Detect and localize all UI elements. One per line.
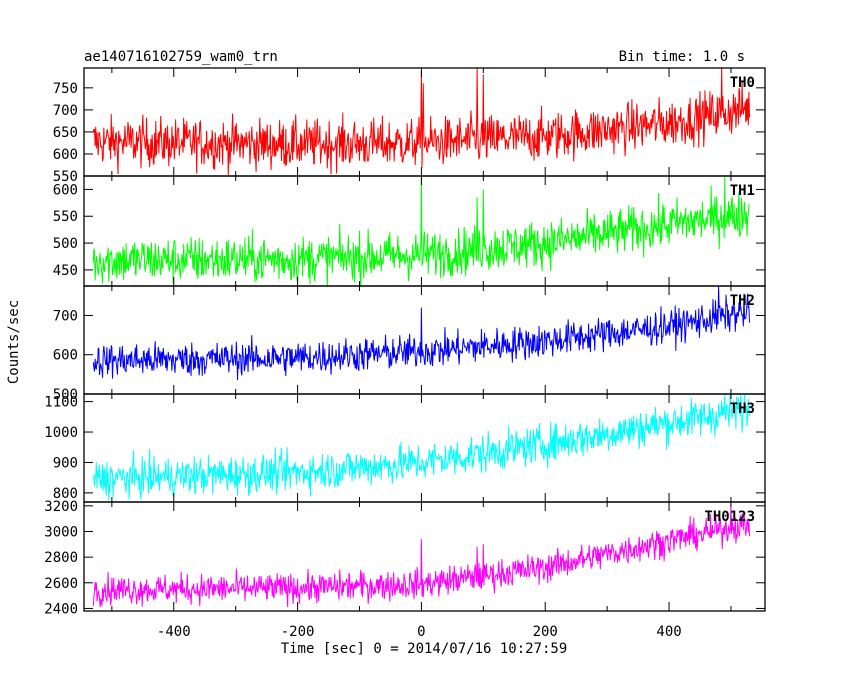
y-tick-label: 550 xyxy=(53,169,78,185)
y-axis-label: Counts/sec xyxy=(6,300,22,384)
bin-time-label: Bin time: 1.0 s xyxy=(619,49,745,65)
y-tick-label: 2600 xyxy=(44,576,78,592)
x-tick-label: 0 xyxy=(417,624,425,640)
y-tick-label: 700 xyxy=(53,308,78,324)
panel-label-th2: TH2 xyxy=(730,293,755,309)
y-tick-label: 2800 xyxy=(44,550,78,566)
y-tick-label: 600 xyxy=(53,182,78,198)
x-tick-label: -400 xyxy=(157,624,191,640)
y-tick-label: 550 xyxy=(53,209,78,225)
series-th2 xyxy=(92,286,751,381)
y-tick-label: 500 xyxy=(53,387,78,403)
y-tick-label: 650 xyxy=(53,125,78,141)
series-th0 xyxy=(92,68,751,176)
y-tick-label: 900 xyxy=(53,455,78,471)
y-tick-label: 3200 xyxy=(44,499,78,515)
panel-frame-th3 xyxy=(83,393,766,503)
panel-label-th3: TH3 xyxy=(730,401,755,417)
y-tick-label: 600 xyxy=(53,147,78,163)
panel-label-th0123: TH0123 xyxy=(704,509,755,525)
y-tick-label: 450 xyxy=(53,263,78,279)
y-tick-label: 700 xyxy=(53,103,78,119)
panel-label-th0: TH0 xyxy=(730,75,755,91)
x-tick-label: 200 xyxy=(533,624,558,640)
series-th0123 xyxy=(92,503,751,608)
panel-frame-th1 xyxy=(83,175,766,287)
panel-frame-th2 xyxy=(83,285,766,395)
y-tick-label: 3000 xyxy=(44,524,78,540)
y-tick-label: 1000 xyxy=(44,425,78,441)
y-tick-label: 800 xyxy=(53,486,78,502)
y-tick-label: 2400 xyxy=(44,601,78,617)
x-axis-label: Time [sec] 0 = 2014/07/16 10:27:59 xyxy=(281,641,568,657)
y-tick-label: 600 xyxy=(53,348,78,364)
chart-title: ae140716102759_wam0_trn xyxy=(84,49,278,65)
panel-frame-th0123 xyxy=(83,501,766,612)
y-tick-label: 500 xyxy=(53,236,78,252)
x-tick-label: 400 xyxy=(656,624,681,640)
series-th1 xyxy=(92,176,750,286)
y-tick-label: 750 xyxy=(53,81,78,97)
panel-label-th1: TH1 xyxy=(730,183,755,199)
x-tick-label: -200 xyxy=(281,624,315,640)
series-th3 xyxy=(92,394,751,501)
y-tick-label: 1100 xyxy=(44,395,78,411)
